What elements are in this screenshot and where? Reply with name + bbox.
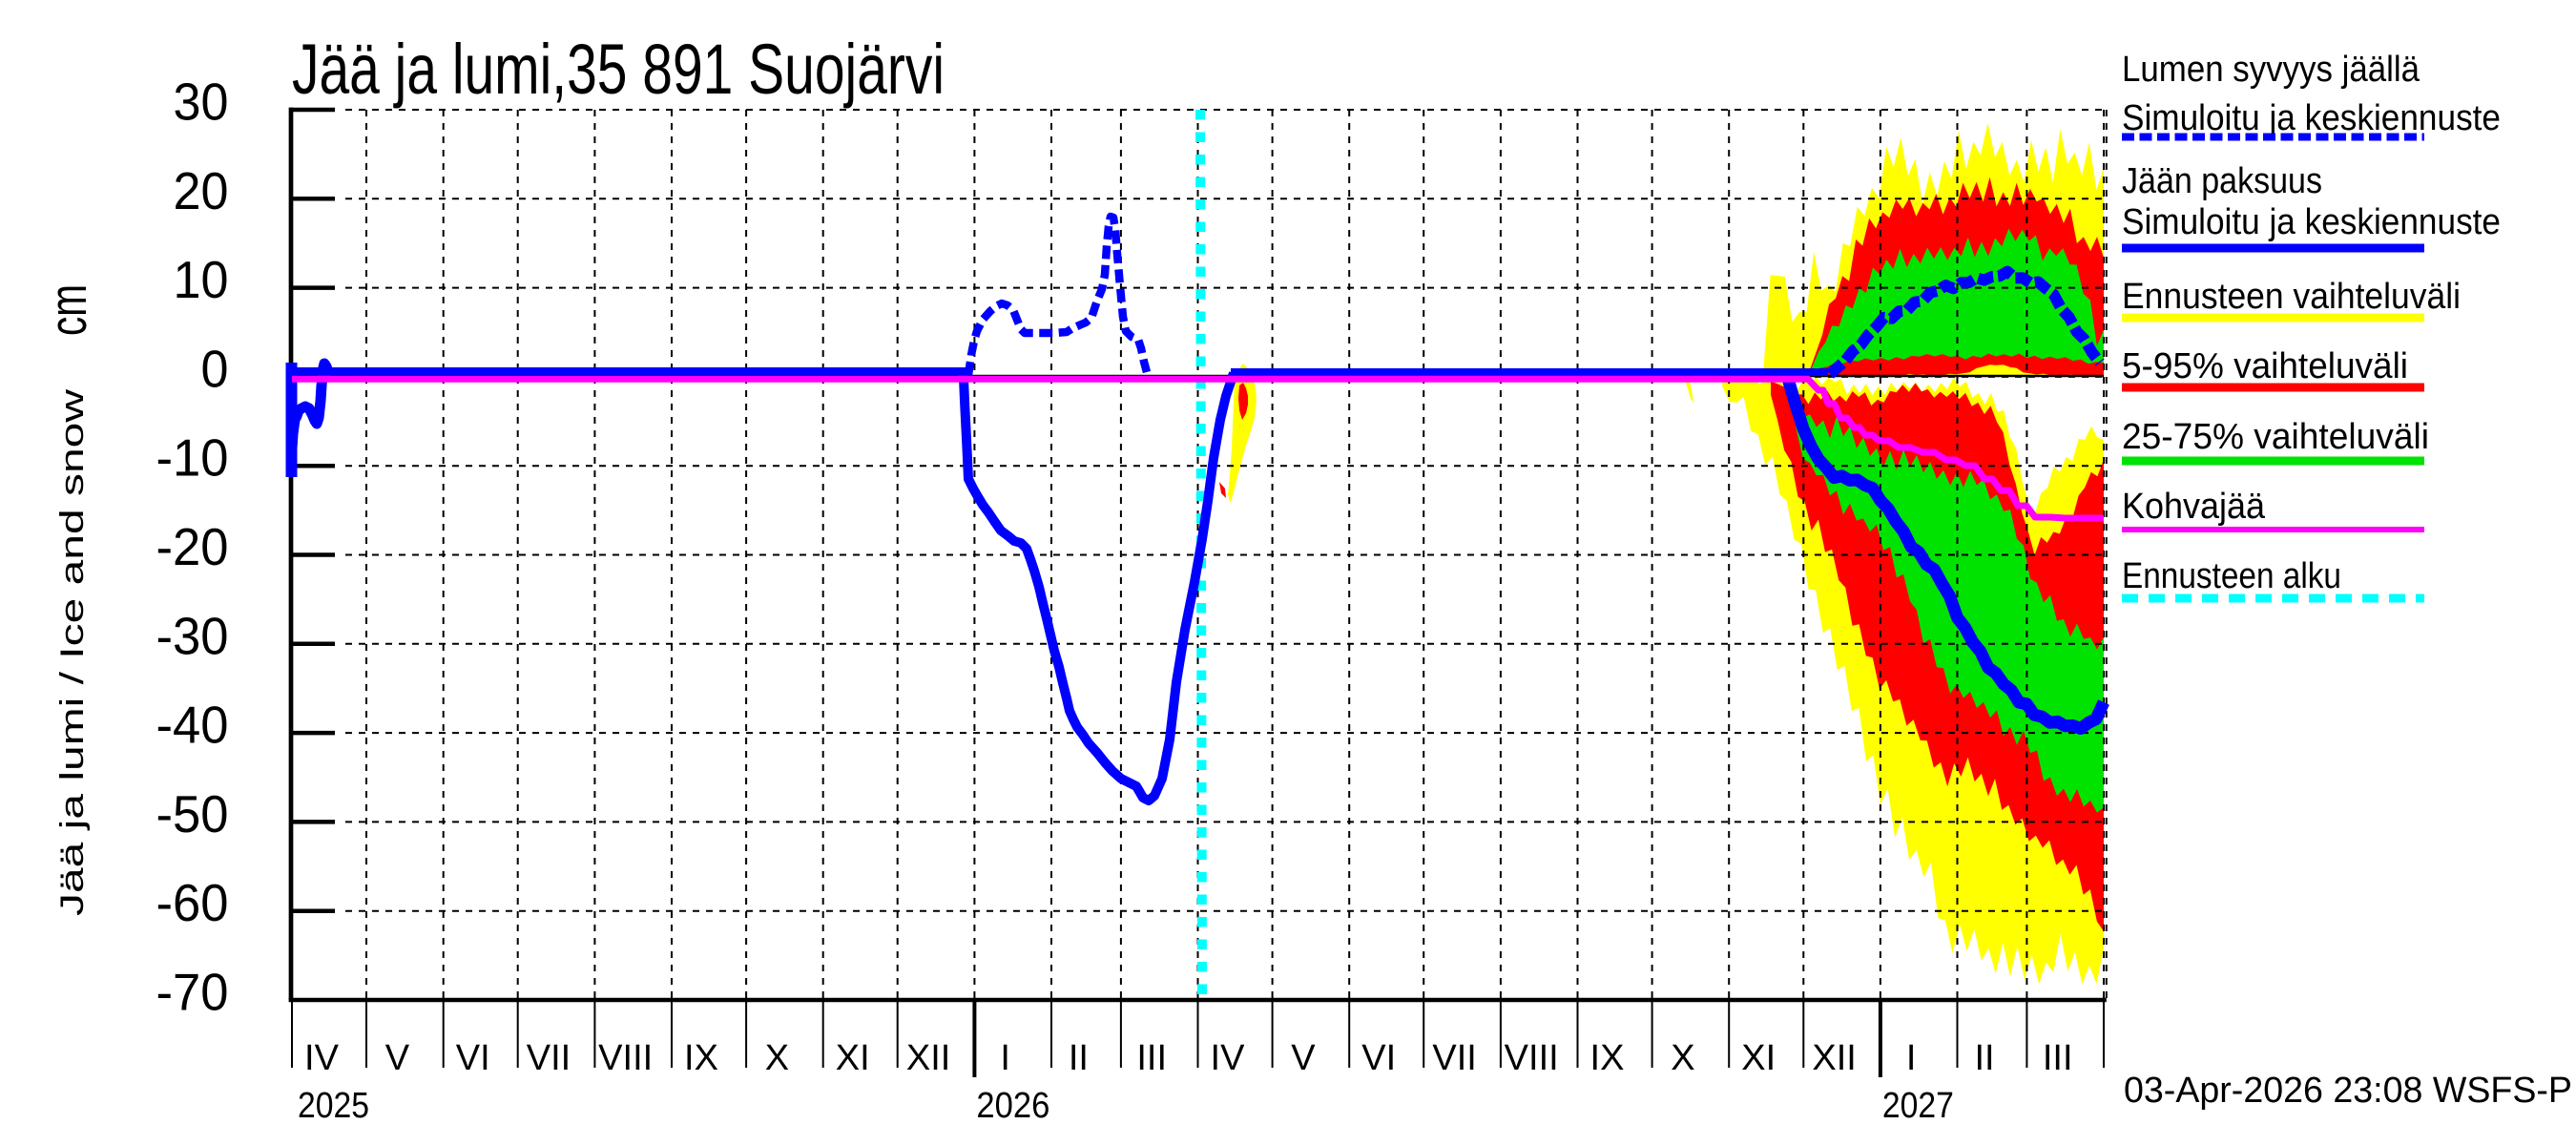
svg-text:IV: IV bbox=[1211, 1038, 1246, 1078]
svg-text:Lumen syvyys jäällä: Lumen syvyys jäällä bbox=[2122, 50, 2420, 90]
svg-text:X: X bbox=[1671, 1038, 1694, 1078]
svg-text:I: I bbox=[1000, 1038, 1010, 1078]
svg-text:-50: -50 bbox=[156, 784, 229, 843]
svg-text:0: 0 bbox=[201, 339, 229, 398]
svg-text:20: 20 bbox=[174, 161, 229, 220]
svg-text:X: X bbox=[765, 1038, 789, 1078]
svg-text:-60: -60 bbox=[156, 873, 229, 932]
svg-text:VIII: VIII bbox=[598, 1038, 653, 1078]
svg-text:Ennusteen vaihteluväli: Ennusteen vaihteluväli bbox=[2122, 277, 2461, 317]
svg-text:VII: VII bbox=[1432, 1038, 1476, 1078]
svg-text:-10: -10 bbox=[156, 428, 229, 488]
svg-text:XII: XII bbox=[906, 1038, 950, 1078]
svg-text:25-75% vaihteluväli: 25-75% vaihteluväli bbox=[2122, 417, 2429, 457]
svg-text:XI: XI bbox=[836, 1038, 870, 1078]
svg-text:-70: -70 bbox=[156, 963, 229, 1022]
svg-text:I: I bbox=[1906, 1038, 1917, 1078]
svg-text:Jää ja lumi,35 891 Suojärvi: Jää ja lumi,35 891 Suojärvi bbox=[292, 30, 945, 109]
svg-text:VI: VI bbox=[456, 1038, 490, 1078]
svg-text:VII: VII bbox=[527, 1038, 571, 1078]
svg-text:2026: 2026 bbox=[976, 1086, 1049, 1126]
svg-text:Kohvajää: Kohvajää bbox=[2122, 487, 2266, 527]
svg-text:III: III bbox=[1136, 1038, 1167, 1078]
svg-text:XI: XI bbox=[1741, 1038, 1776, 1078]
svg-text:V: V bbox=[385, 1038, 410, 1078]
svg-text:2027: 2027 bbox=[1882, 1086, 1954, 1126]
svg-text:II: II bbox=[1069, 1038, 1089, 1078]
svg-text:IX: IX bbox=[684, 1038, 718, 1078]
svg-text:VI: VI bbox=[1361, 1038, 1396, 1078]
svg-text:Ennusteen alku: Ennusteen alku bbox=[2122, 556, 2341, 596]
svg-text:XII: XII bbox=[1812, 1038, 1856, 1078]
svg-text:2025: 2025 bbox=[298, 1086, 369, 1126]
svg-text:cm: cm bbox=[38, 284, 97, 336]
svg-text:V: V bbox=[1291, 1038, 1316, 1078]
svg-text:10: 10 bbox=[174, 250, 229, 309]
svg-text:-20: -20 bbox=[156, 517, 229, 576]
svg-text:III: III bbox=[2043, 1038, 2073, 1078]
svg-text:03-Apr-2026 23:08 WSFS-P: 03-Apr-2026 23:08 WSFS-P bbox=[2124, 1071, 2572, 1111]
svg-text:5-95% vaihteluväli: 5-95% vaihteluväli bbox=[2122, 346, 2408, 386]
svg-text:-30: -30 bbox=[156, 606, 229, 665]
svg-text:-40: -40 bbox=[156, 696, 229, 755]
svg-text:IX: IX bbox=[1590, 1038, 1625, 1078]
svg-text:IV: IV bbox=[304, 1038, 340, 1078]
svg-text:Simuloitu ja keskiennuste: Simuloitu ja keskiennuste bbox=[2122, 202, 2501, 242]
svg-text:Jään paksuus: Jään paksuus bbox=[2122, 161, 2322, 201]
svg-text:II: II bbox=[1974, 1038, 1994, 1078]
svg-text:Jää ja lumi / Ice and snow: Jää ja lumi / Ice and snow bbox=[54, 388, 91, 916]
svg-text:Simuloitu ja keskiennuste: Simuloitu ja keskiennuste bbox=[2122, 98, 2501, 138]
svg-text:VIII: VIII bbox=[1505, 1038, 1559, 1078]
svg-text:30: 30 bbox=[174, 73, 229, 132]
